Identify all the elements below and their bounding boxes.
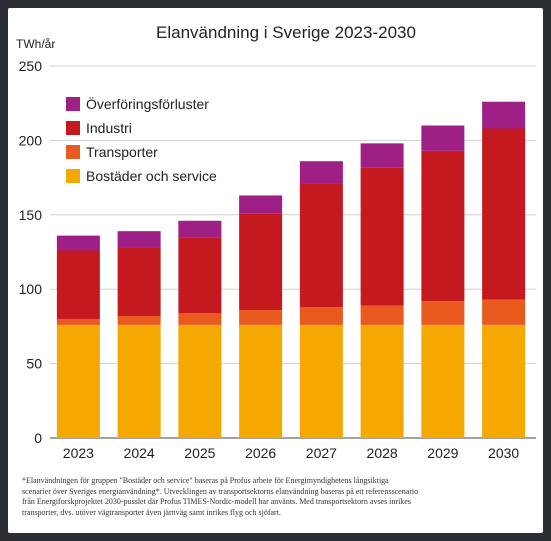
x-tick-label: 2023 bbox=[63, 445, 94, 461]
y-tick-label: 250 bbox=[19, 58, 43, 74]
bar-segment--verf-ringsf-rluster bbox=[482, 101, 526, 129]
bar-segment-bost-der-och-service bbox=[482, 324, 526, 438]
bar-segment-transporter bbox=[421, 301, 465, 325]
footnote-line: *Elanvändningen för gruppen "Bostäder oc… bbox=[22, 476, 389, 485]
bar-segment-industri bbox=[421, 150, 465, 302]
bar-segment-transporter bbox=[482, 299, 526, 325]
legend-label: Industri bbox=[86, 120, 132, 136]
bar-segment--verf-ringsf-rluster bbox=[421, 125, 465, 151]
bar-segment-transporter bbox=[299, 307, 343, 325]
bar-segment-bost-der-och-service bbox=[117, 324, 161, 438]
x-tick-label: 2030 bbox=[488, 445, 519, 461]
bar-segment--verf-ringsf-rluster bbox=[178, 220, 222, 238]
bar-segment-industri bbox=[178, 237, 222, 314]
bar-segment-transporter bbox=[239, 310, 283, 325]
bar-segment--verf-ringsf-rluster bbox=[239, 195, 283, 214]
chart-card: 0 50 100 150 200 250 Elanvändning i Sverige 20… bbox=[8, 8, 543, 533]
bar-segment-bost-der-och-service bbox=[178, 324, 222, 438]
bar-segment-industri bbox=[482, 128, 526, 300]
bar-segment-industri bbox=[239, 213, 283, 311]
bar-segment-industri bbox=[360, 167, 404, 306]
y-tick-label: 200 bbox=[19, 132, 43, 148]
bar-segment-transporter bbox=[360, 305, 404, 325]
bar-segment-bost-der-och-service bbox=[239, 324, 283, 438]
x-tick-label: 2029 bbox=[427, 445, 458, 461]
footnote-line: transporter, dvs. utöver vägtransporter … bbox=[22, 507, 281, 517]
bar-segment--verf-ringsf-rluster bbox=[299, 161, 343, 184]
y-tick-label: 0 bbox=[34, 430, 42, 446]
x-tick-label: 2025 bbox=[184, 445, 215, 461]
bar-segment-bost-der-och-service bbox=[360, 324, 404, 438]
bar-segment--verf-ringsf-rluster bbox=[56, 235, 100, 251]
y-tick-label: 150 bbox=[19, 207, 43, 223]
bar-segment-transporter bbox=[178, 313, 222, 325]
x-tick-label: 2026 bbox=[245, 445, 276, 461]
bar-segment-industri bbox=[56, 250, 100, 319]
legend-label: Transporter bbox=[86, 144, 158, 160]
bar-segment-industri bbox=[299, 183, 343, 308]
bar-segment-transporter bbox=[117, 315, 161, 325]
y-tick-label: 100 bbox=[19, 281, 43, 297]
x-tick-label: 2024 bbox=[124, 445, 155, 461]
legend-label: Överföringsförluster bbox=[86, 95, 209, 112]
bar-segment-bost-der-och-service bbox=[56, 324, 100, 438]
bar-segment--verf-ringsf-rluster bbox=[360, 143, 404, 168]
legend-label: Bostäder och service bbox=[86, 168, 217, 184]
bar-segment--verf-ringsf-rluster bbox=[117, 231, 161, 248]
bar-segment-industri bbox=[117, 247, 161, 316]
footnote-line: scenarier över Sveriges energianvändning… bbox=[22, 486, 419, 496]
x-tick-label: 2027 bbox=[306, 445, 337, 461]
bar-segment-bost-der-och-service bbox=[421, 324, 465, 438]
legend-swatch bbox=[66, 169, 80, 183]
legend-swatch bbox=[66, 145, 80, 159]
bar-segment-transporter bbox=[56, 318, 100, 325]
legend-swatch bbox=[66, 97, 80, 111]
footnote-line: från Energiforskprojektet 2030-pusslet d… bbox=[22, 497, 411, 506]
legend-swatch bbox=[66, 121, 80, 135]
x-tick-label: 2028 bbox=[367, 445, 398, 461]
footnote: *Elanvändningen för gruppen "Bostäder oc… bbox=[22, 476, 537, 518]
stacked-bar-chart: 0 50 100 150 200 250 Elanvändning i Sverige 20… bbox=[16, 23, 536, 461]
y-axis-unit-label: TWh/år bbox=[16, 37, 55, 51]
chart-title: Elanvändning i Sverige 2023-2030 bbox=[156, 23, 416, 42]
bar-segment-bost-der-och-service bbox=[299, 324, 343, 438]
y-tick-label: 50 bbox=[26, 356, 42, 372]
